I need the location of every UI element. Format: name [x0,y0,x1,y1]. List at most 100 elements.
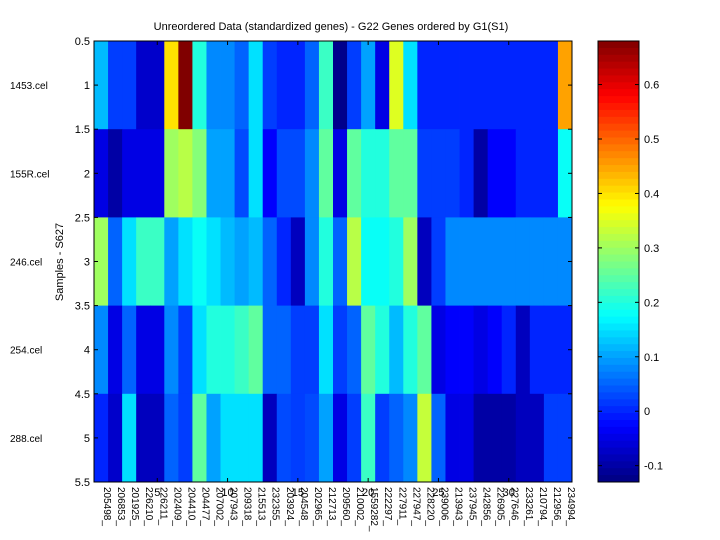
heatmap-cell [206,393,221,483]
colorbar-segment [598,96,639,104]
colorbar-segment [598,171,639,180]
column-label: 204410_ [185,487,196,526]
y-tick-label: 2 [84,168,90,180]
heatmap-cell [389,393,404,483]
heatmap-cell [234,129,250,218]
colorbar-segment [598,344,639,352]
heatmap-cell [206,41,221,130]
heatmap-cell [473,217,489,306]
heatmap-cell [417,393,432,483]
heatmap-cell [515,217,531,306]
heatmap-cell [122,305,137,395]
colorbar-tick-label: 0.2 [644,297,659,309]
heatmap-cell [136,41,151,130]
colorbar-segment [598,89,639,97]
heatmap-cell [375,393,390,483]
heatmap-cell [248,305,264,395]
heatmap-cell [234,217,250,306]
column-label: 237945_ [467,487,478,526]
heatmap-cell [262,41,278,130]
y-tick-label: 5 [84,433,90,445]
column-label: 222297_ [382,487,393,526]
heatmap-cell [122,393,137,483]
heatmap-cell [543,217,559,306]
colorbar-segment [598,199,639,207]
colorbar: -0.1 0 0.1 0.2 0.3 0.4 0.5 0.6 [597,40,663,483]
colorbar-segment [598,289,639,297]
y-axis-ticks: 0.5 1 1.5 2 2.5 3 3.5 4 4.5 5 5.5 [75,36,572,489]
column-label: 215513_ [256,487,267,526]
heatmap-cell [164,393,179,483]
heatmap-cell [122,217,137,306]
column-label: 207943_ [228,487,239,526]
x-tick-label: 30 [503,487,515,499]
colorbar-segment [598,54,639,63]
column-label: 202409_ [171,487,182,526]
heatmap-cell [361,41,376,130]
column-label: 227911_ [396,487,407,526]
colorbar-segment [598,233,639,242]
column-label: 227947_ [410,487,421,526]
colorbar-segment [598,357,639,366]
heatmap-cell [164,41,179,130]
heatmap-cells [94,41,573,483]
column-label: 226211_ [157,487,168,526]
colorbar-segment [598,61,639,70]
x-tick-label: 15 [292,487,304,499]
heatmap-cell [459,41,474,130]
heatmap-cell [403,393,418,483]
column-label: 207002_ [214,487,225,526]
colorbar-segment [598,406,639,414]
column-label: 232355_ [270,487,281,526]
column-label: 203924_ [284,487,295,526]
heatmap-cell [262,217,278,306]
heatmap-cell [445,217,460,306]
colorbar-segment [598,68,639,76]
heatmap-cell [375,217,390,306]
heatmap-cell [515,393,531,483]
colorbar-segment [598,475,639,483]
heatmap-cell [403,129,418,218]
column-label: 213943_ [453,487,464,526]
heatmap-cell [290,129,306,218]
colorbar-tick-label: 0.5 [644,134,659,146]
heatmap-cell [108,129,123,218]
column-label: 209318_ [242,487,253,526]
colorbar-segment [598,447,639,455]
heatmap-cell [431,217,446,306]
column-label: 212956_ [551,487,562,526]
heatmap-cell [361,129,376,218]
column-label: 206853_ [115,487,126,526]
heatmap-cell [403,217,418,306]
column-label: 202965_ [312,487,323,526]
heatmap-cell [220,393,235,483]
heatmap-cell [94,41,109,130]
heatmap-cell [234,41,250,130]
colorbar-segment [598,461,639,469]
heatmap-cell [515,41,531,130]
heatmap-cell [220,129,235,218]
y-tick-label: 2.5 [75,212,90,224]
heatmap-cell [178,393,193,483]
heatmap-cell [304,41,320,130]
colorbar-segment [598,213,639,221]
heatmap-cell [501,129,517,218]
heatmap-cell [276,393,292,483]
heatmap-cell [150,217,165,306]
colorbar-segment [598,275,639,283]
heatmap-cell [347,129,362,218]
y-tick-label: 1.5 [75,124,90,136]
heatmap-cell [94,305,109,395]
heatmap-cell [108,217,123,306]
heatmap-cell [333,129,348,218]
heatmap-cell [178,41,193,130]
heatmap-cell [150,129,165,218]
colorbar-segment [598,282,639,290]
heatmap-cell [192,305,207,395]
heatmap-cell [108,393,123,483]
heatmap-cell [487,305,503,395]
colorbar-segment [598,220,639,228]
colorbar-segment [598,192,639,200]
x-tick-label: 25 [432,487,444,499]
